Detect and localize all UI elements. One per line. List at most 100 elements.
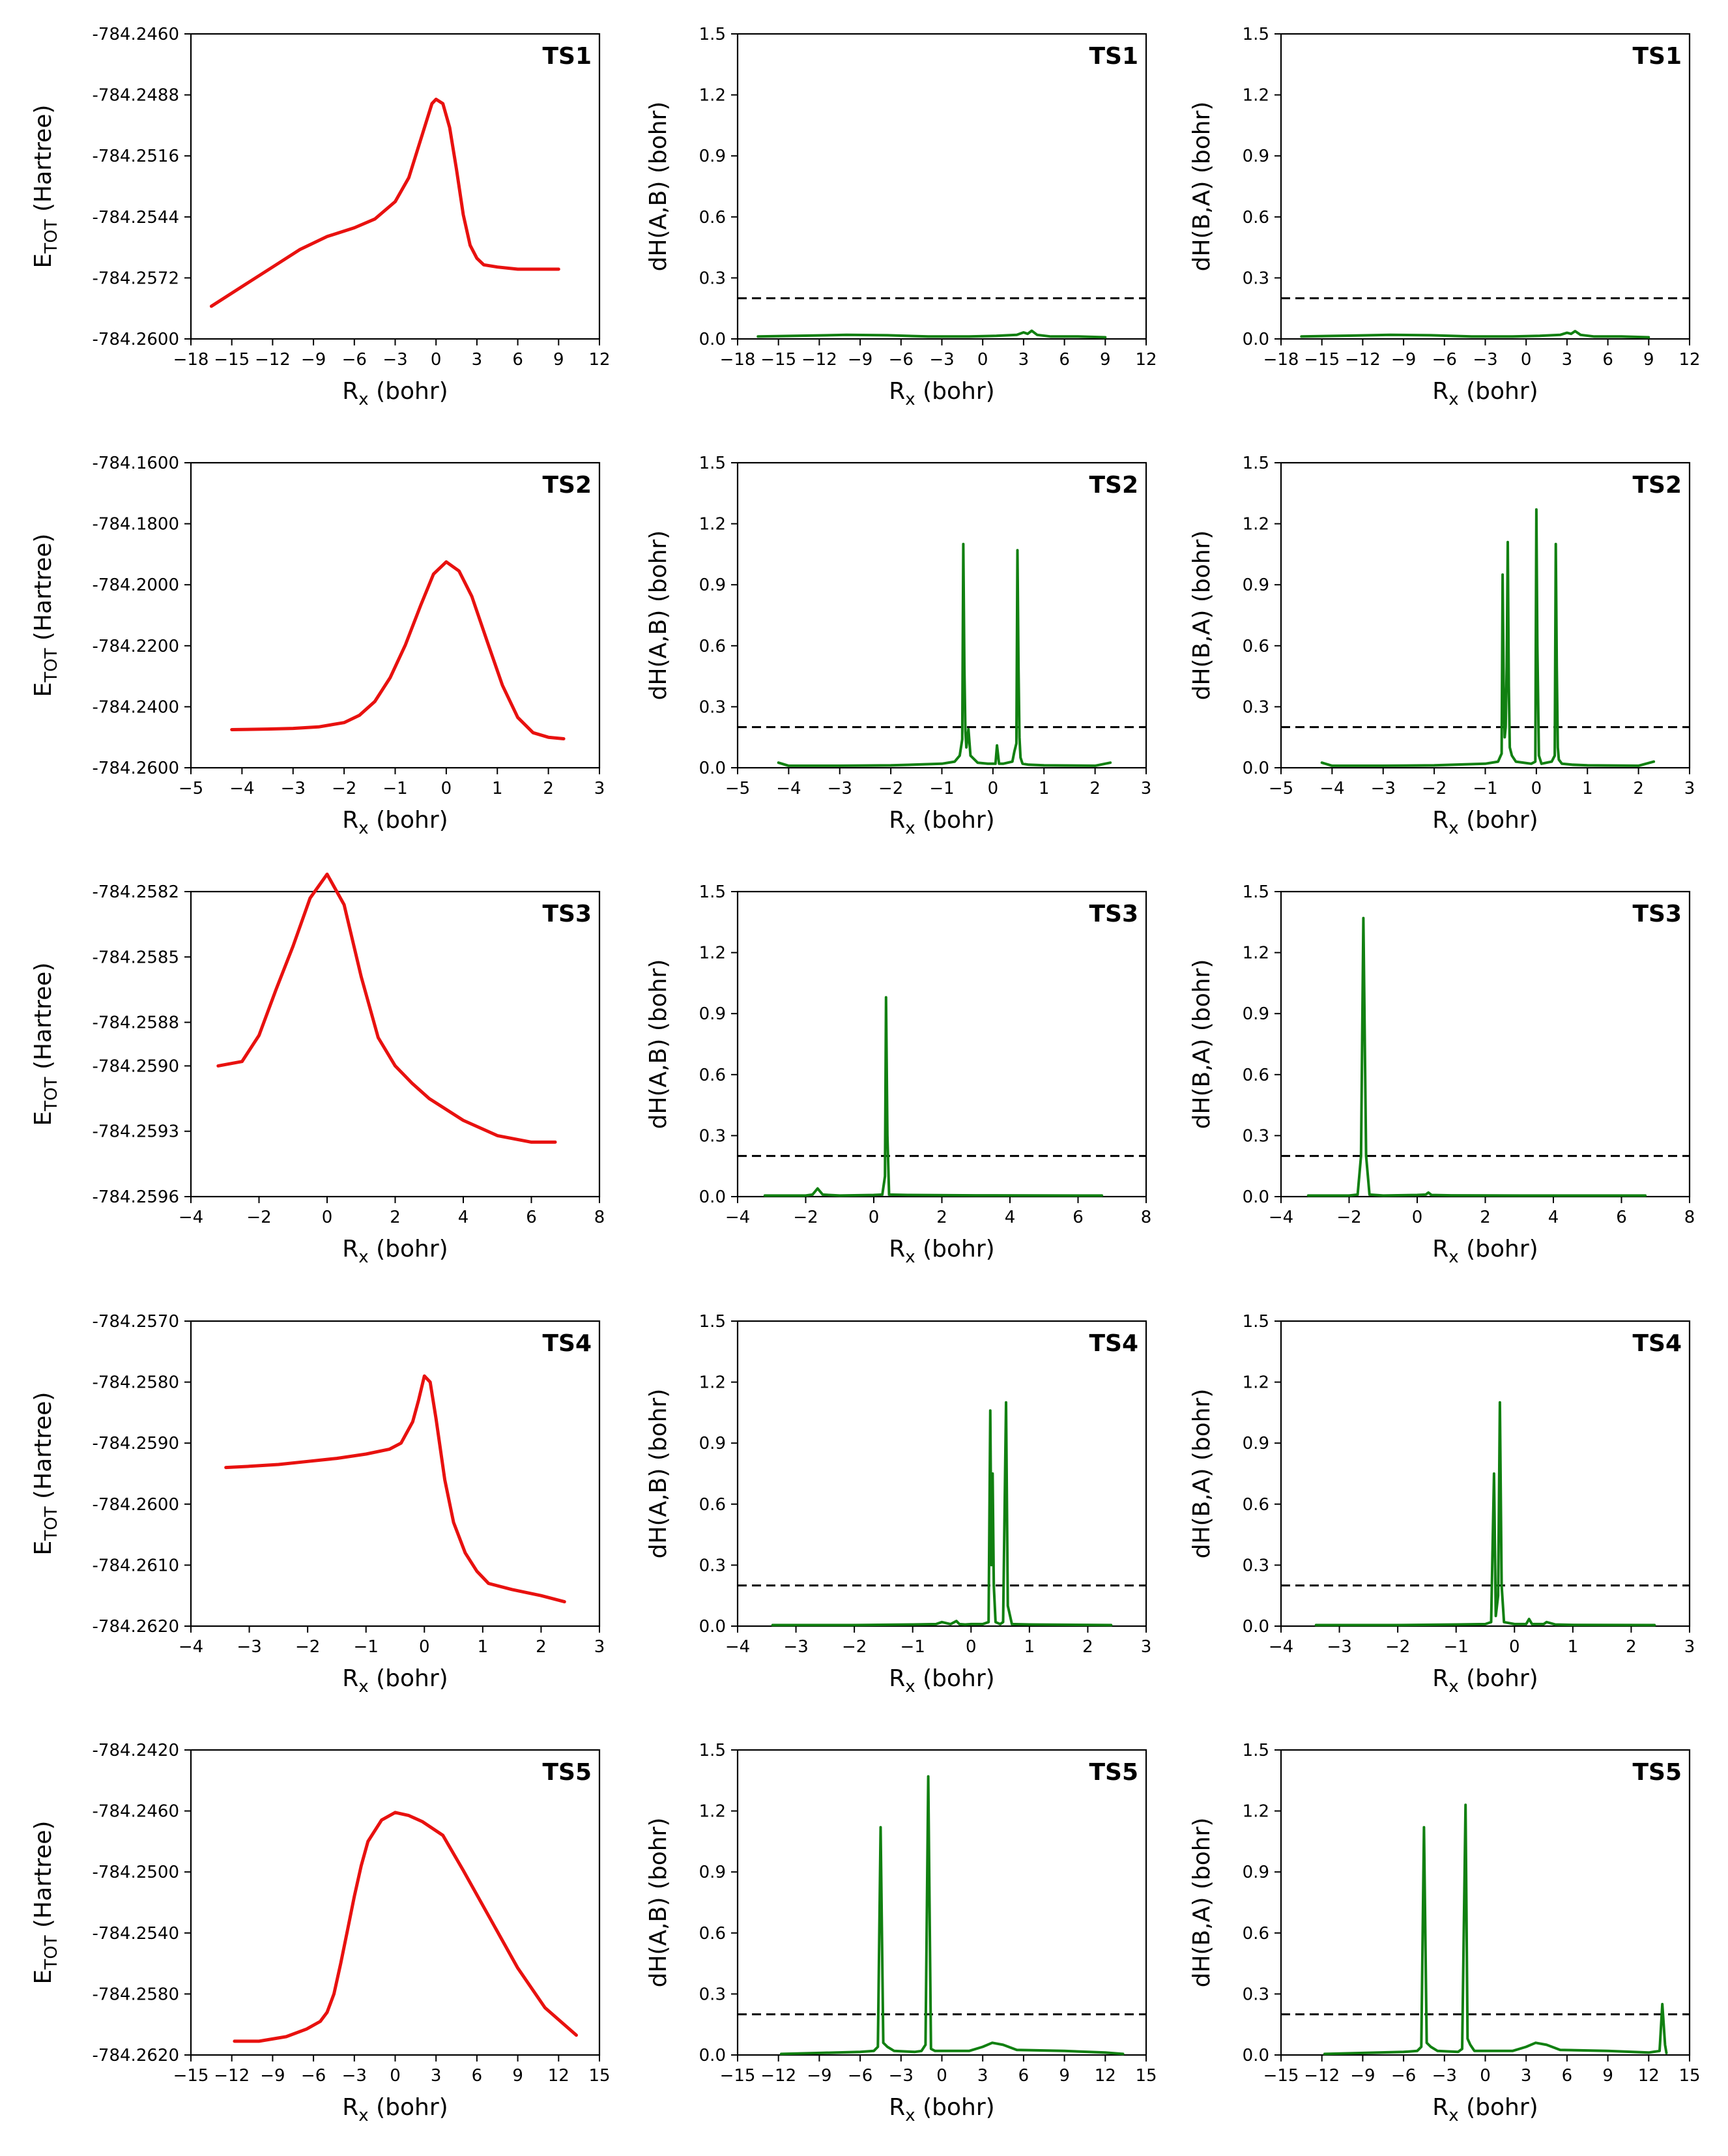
- x-axis-label: Rx (bohr): [889, 1236, 994, 1267]
- y-tick-label: -784.2600: [93, 330, 179, 349]
- x-tick-label: −12: [760, 2066, 796, 2086]
- x-axis-label-sub: x: [358, 1247, 368, 1267]
- y-tick-label: 0.3: [699, 1126, 726, 1146]
- y-tick-label: -784.2570: [93, 1312, 179, 1332]
- x-tick-label: 1: [478, 1637, 489, 1657]
- panel-ts2-dh-ba: −5 −4 −3 −2 −1 0 1 2 3 0.0 0.3 0.6 0.9 1.2 1.5 TS2 Rx (b…: [1188, 454, 1695, 838]
- panel-ts3-dh-ab: −4 −2 0 2 4 6 8 0.0 0.3 0.6 0.9 1.2 1.5 TS3 Rx (bohr) d…: [645, 882, 1151, 1267]
- x-tick-label: −15: [720, 2066, 756, 2086]
- x-tick-label: −12: [1304, 2066, 1340, 2086]
- x-axis-label-sub: x: [1448, 1677, 1458, 1697]
- x-axis-label-main: R: [342, 1236, 358, 1262]
- y-tick-label: -784.2590: [93, 1056, 179, 1076]
- x-axis-label-sub: x: [358, 1677, 368, 1697]
- dh-curve: [777, 542, 1112, 767]
- y-tick-label: 0.0: [1243, 1617, 1269, 1637]
- y-tick-label: 1.5: [1243, 882, 1269, 902]
- x-tick-label: 0: [977, 350, 988, 370]
- x-tick-label: 9: [1643, 350, 1654, 370]
- plot-frame: [736, 461, 1147, 769]
- x-tick-label: −3: [281, 779, 306, 798]
- x-tick-label: 2: [543, 779, 554, 798]
- panel-ts1-energy: −18 −15 −12 −9 −6 −3 0 3 6 9 12 -784.2600 -784.2572 -…: [30, 25, 611, 409]
- panel-ts4-dh-ab: −4 −3 −2 −1 0 1 2 3 0.0 0.3 0.6 0.9 1.2 1.5 TS4 Rx (boh…: [645, 1312, 1151, 1697]
- x-tick-label: −9: [1350, 2066, 1375, 2086]
- x-axis-label-sub: x: [905, 819, 915, 838]
- x-axis-label-unit: (bohr): [915, 1665, 995, 1692]
- x-tick-label: −12: [1345, 350, 1381, 370]
- x-axis-label-unit: (bohr): [1459, 2094, 1538, 2121]
- plot-frame: [736, 890, 1147, 1198]
- y-axis-label-sub: TOT: [42, 1506, 61, 1541]
- x-axis-label-unit: (bohr): [369, 1236, 448, 1262]
- x-axis-label-sub: x: [905, 2106, 915, 2125]
- x-tick-label: −4: [1269, 1637, 1293, 1657]
- x-tick-label: −4: [725, 1208, 750, 1227]
- x-tick-label: 9: [553, 350, 564, 370]
- x-tick-label: −3: [237, 1637, 261, 1657]
- x-tick-label: −6: [342, 350, 367, 370]
- y-tick-label: 0.0: [1243, 1187, 1269, 1207]
- y-tick-label: -784.2460: [93, 1802, 179, 1822]
- x-tick-label: 8: [594, 1208, 605, 1227]
- x-axis-label-sub: x: [1448, 819, 1458, 838]
- x-tick-label: −3: [1473, 350, 1497, 370]
- y-tick-label: -784.2488: [93, 86, 179, 106]
- x-tick-label: −3: [1327, 1637, 1351, 1657]
- x-tick-label: 15: [1135, 2066, 1157, 2086]
- y-axis-label-main: E: [30, 1541, 57, 1556]
- y-tick-label: -784.2588: [93, 1013, 179, 1033]
- y-tick-label: 0.9: [699, 1863, 726, 1882]
- plot-frame: [1280, 1320, 1691, 1627]
- energy-curve: [230, 560, 566, 740]
- x-axis-label-unit: (bohr): [915, 807, 995, 834]
- x-tick-label: −15: [760, 350, 796, 370]
- x-tick-label: 15: [1678, 2066, 1700, 2086]
- panel-title: TS1: [542, 43, 592, 70]
- x-tick-label: −2: [246, 1208, 271, 1227]
- panel-title: TS2: [1632, 472, 1682, 499]
- x-tick-label: −15: [1304, 350, 1340, 370]
- x-tick-label: −4: [179, 1637, 203, 1657]
- panel-title: TS3: [1089, 901, 1138, 927]
- y-tick-label: -784.2500: [93, 1863, 179, 1882]
- x-tick-label: 0: [322, 1208, 333, 1227]
- x-tick-label: 1: [1024, 1637, 1035, 1657]
- panel-title: TS4: [542, 1330, 592, 1357]
- x-tick-label: −12: [214, 2066, 250, 2086]
- x-tick-label: 12: [548, 2066, 569, 2086]
- y-axis-label-sub: TOT: [42, 1077, 61, 1111]
- y-tick-label: 0.3: [1243, 1126, 1269, 1146]
- x-tick-label: −9: [848, 350, 872, 370]
- x-tick-label: −3: [783, 1637, 808, 1657]
- x-tick-label: −1: [1444, 1637, 1469, 1657]
- x-tick-label: 0: [1412, 1208, 1423, 1227]
- y-axis-label-main: E: [30, 254, 57, 269]
- x-axis-label-sub: x: [905, 390, 915, 409]
- y-tick-label: 0.6: [1243, 637, 1269, 656]
- x-tick-label: −4: [229, 779, 254, 798]
- panel-title: TS2: [542, 472, 592, 499]
- panel-ts4-dh-ba: −4 −3 −2 −1 0 1 2 3 0.0 0.3 0.6 0.9 1.2 1.5 TS4 Rx (boh…: [1188, 1312, 1695, 1697]
- y-tick-label: 1.5: [699, 882, 726, 902]
- y-tick-label: 1.5: [699, 1312, 726, 1332]
- x-tick-label: 1: [1039, 779, 1050, 798]
- y-tick-label: -784.2400: [93, 697, 179, 717]
- y-tick-label: 0.6: [1243, 1924, 1269, 1944]
- y-tick-label: 0.0: [1243, 330, 1269, 349]
- x-tick-label: 6: [1059, 350, 1070, 370]
- x-axis-label: Rx (bohr): [889, 1665, 994, 1697]
- x-tick-label: 8: [1141, 1208, 1152, 1227]
- y-tick-label: 0.9: [699, 575, 726, 595]
- y-tick-label: -784.2580: [93, 1985, 179, 2004]
- x-tick-label: −12: [255, 350, 291, 370]
- x-tick-label: 3: [594, 1637, 605, 1657]
- y-tick-label: -784.2200: [93, 637, 179, 656]
- x-tick-label: −18: [720, 350, 756, 370]
- x-tick-label: −3: [1371, 779, 1396, 798]
- x-tick-label: −6: [301, 2066, 326, 2086]
- y-tick-label: 1.2: [699, 515, 726, 534]
- x-tick-label: 6: [1616, 1208, 1627, 1227]
- y-tick-label: 1.2: [699, 1373, 726, 1393]
